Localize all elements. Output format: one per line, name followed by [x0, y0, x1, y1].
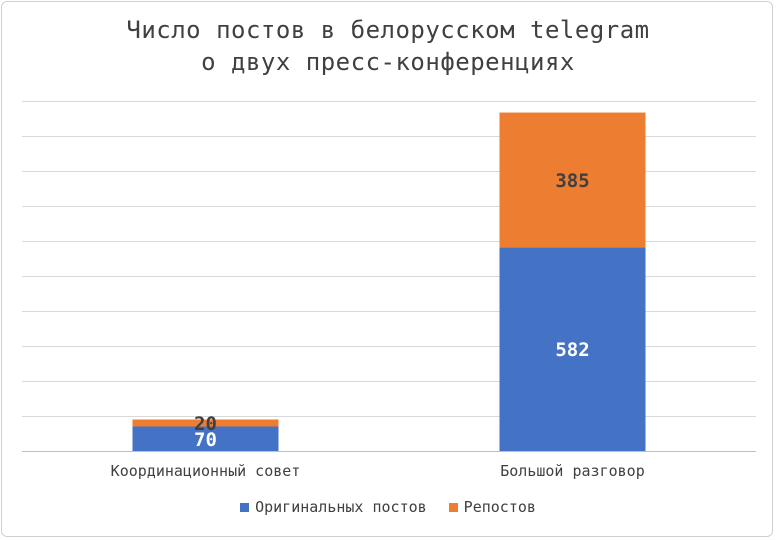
data-label-reposts-0: 20 — [194, 413, 217, 435]
legend-item-original: Оригинальных постов — [240, 498, 427, 516]
x-tick-label-0: Координационный совет — [111, 462, 301, 480]
bar-original-1 — [499, 247, 646, 451]
chart-legend: Оригинальных постов Репостов — [0, 498, 776, 516]
data-label-reposts-1: 385 — [555, 170, 589, 192]
bar-reposts-0 — [132, 419, 279, 427]
chart-title-line-1: Число постов в белорусском telegram — [126, 16, 650, 44]
x-tick-label-1: Большой разговор — [500, 462, 645, 480]
legend-swatch-original — [240, 502, 250, 512]
bar-original-0 — [132, 426, 279, 451]
data-label-original-1: 582 — [555, 339, 589, 361]
legend-label-reposts: Репостов — [463, 498, 536, 516]
bar-reposts-1 — [499, 112, 646, 248]
legend-label-original: Оригинальных постов — [255, 498, 427, 516]
data-label-original-0: 70 — [194, 429, 217, 451]
chart-title: Число постов в белорусском telegram о дв… — [0, 14, 776, 78]
legend-swatch-reposts — [448, 502, 458, 512]
chart-title-line-2: о двух пресс-конференциях — [201, 48, 575, 76]
legend-item-reposts: Репостов — [448, 498, 536, 516]
